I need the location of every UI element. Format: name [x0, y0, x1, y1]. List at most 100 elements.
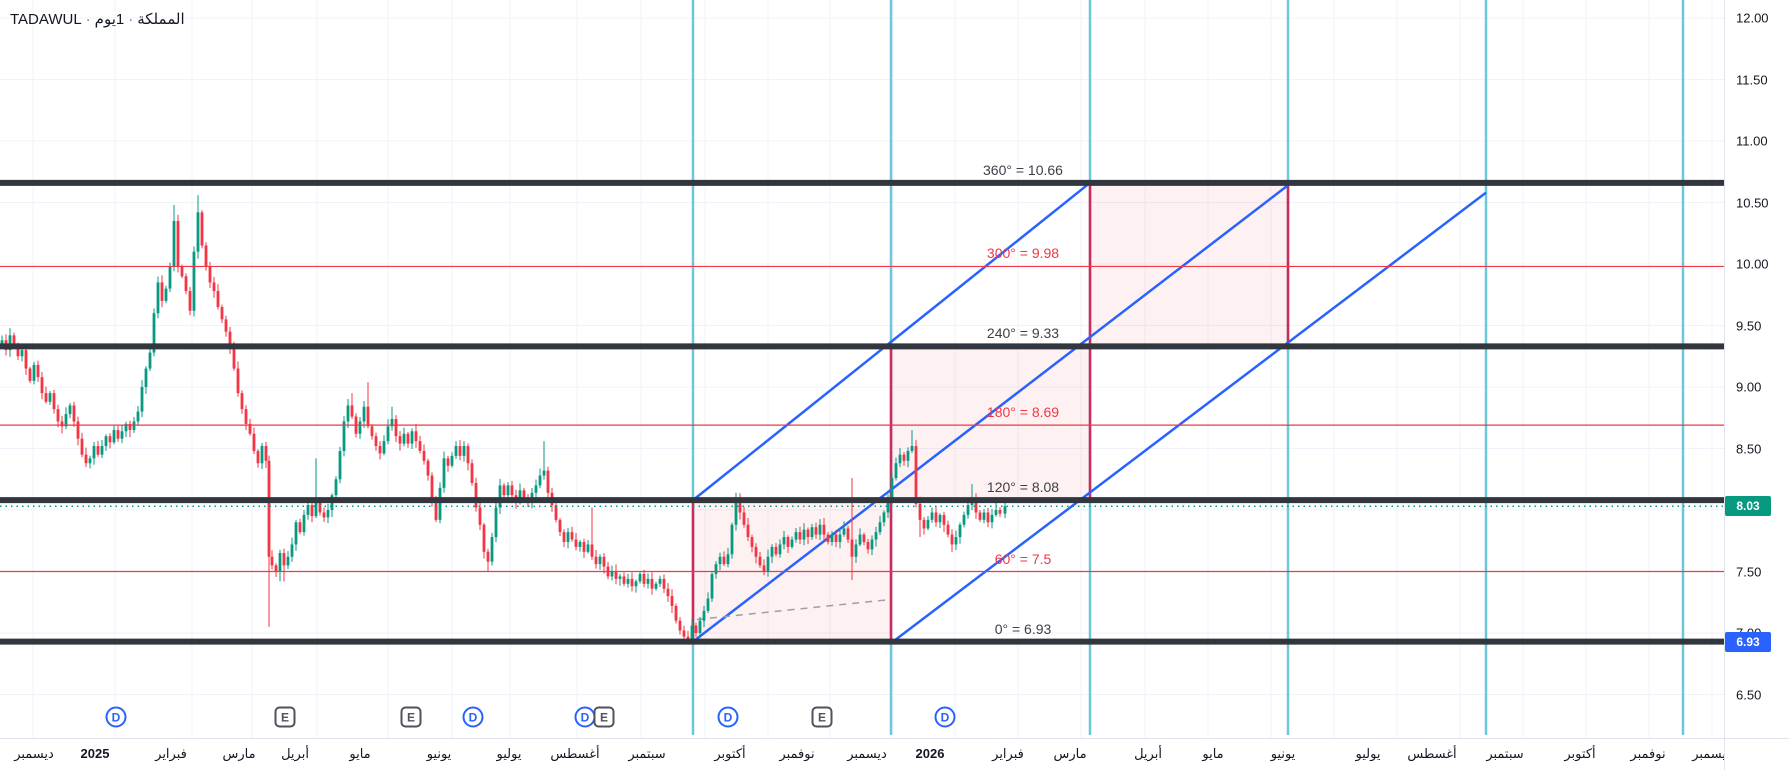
- candle-body: [362, 406, 366, 422]
- candle-body: [850, 539, 854, 557]
- dashed-trendline[interactable]: [696, 599, 889, 621]
- candle-body: [818, 524, 822, 535]
- candle-body: [128, 423, 132, 431]
- candle-body: [112, 430, 116, 443]
- candle-body: [666, 588, 670, 597]
- candle-body: [466, 446, 470, 464]
- candle-body: [430, 475, 434, 501]
- candle-body: [758, 556, 762, 566]
- candle-body: [204, 245, 208, 267]
- title-separator-2: ·: [128, 11, 134, 28]
- candle-body: [790, 539, 794, 547]
- gann-ray[interactable]: [892, 191, 1487, 643]
- candle-body: [144, 368, 148, 387]
- time-axis-label: ديسمبر: [14, 746, 54, 761]
- candle-body: [942, 514, 946, 525]
- time-axis-label: مايو: [349, 746, 371, 761]
- candle-body: [446, 458, 450, 466]
- candle-body: [642, 573, 646, 584]
- candle-body: [108, 436, 112, 443]
- earnings-badge[interactable]: E: [400, 706, 422, 728]
- time-axis-label: مايو: [1202, 746, 1224, 761]
- axis-corner: [1724, 738, 1789, 770]
- candle-body: [918, 503, 922, 520]
- candle-body: [228, 331, 232, 348]
- time-axis-label: نوفمبر: [779, 746, 815, 761]
- dividend-badge[interactable]: D: [105, 706, 127, 728]
- candle-body: [240, 393, 244, 410]
- earnings-badge[interactable]: E: [593, 706, 615, 728]
- gann-level-label: 60° = 7.5: [994, 550, 1052, 567]
- candle-body: [886, 497, 890, 513]
- candle-body: [152, 313, 156, 353]
- gann-ray[interactable]: [692, 184, 1289, 643]
- plot-area[interactable]: 360° = 10.66 300° = 9.98 240° = 9.33 180° =…: [0, 0, 1724, 738]
- candle-body: [286, 556, 290, 566]
- time-axis-label: 2025: [80, 746, 110, 761]
- candle-body: [762, 565, 766, 572]
- chart-canvas[interactable]: [0, 0, 1724, 738]
- candle-body: [80, 438, 84, 455]
- dividend-badge[interactable]: D: [934, 706, 956, 728]
- candle-body: [634, 581, 638, 587]
- gann-box[interactable]: [889, 345, 1092, 502]
- time-axis[interactable]: ديسمبر 2025 فبراير مارس أبريل مايو يونيو يوليو أ…: [0, 738, 1724, 770]
- candle-body: [482, 524, 486, 552]
- gann-ray[interactable]: [692, 181, 1091, 502]
- candle-body: [574, 539, 578, 547]
- time-axis-label: مارس: [222, 746, 256, 761]
- candle-body: [802, 529, 806, 540]
- candle-body: [32, 364, 36, 381]
- candle-body: [116, 430, 120, 439]
- candle-body: [216, 291, 220, 308]
- candle-body: [770, 546, 774, 557]
- candle-body: [390, 418, 394, 427]
- candle-body: [610, 571, 614, 577]
- candle-body: [140, 387, 144, 412]
- candle-body: [630, 578, 634, 587]
- candle-body: [44, 393, 48, 402]
- symbol-name: المملكة: [137, 11, 185, 28]
- dividend-badge[interactable]: D: [462, 706, 484, 728]
- earnings-badge[interactable]: E: [811, 706, 833, 728]
- candle-body: [338, 450, 342, 480]
- earnings-badge[interactable]: E: [274, 706, 296, 728]
- candle-body: [422, 450, 426, 461]
- price-tag: 6.93: [1725, 631, 1771, 652]
- candle-body: [858, 534, 862, 545]
- candle-body: [710, 573, 714, 599]
- candle-body: [282, 553, 286, 566]
- candle-body: [478, 507, 482, 525]
- candle-body: [506, 485, 510, 496]
- candle-body: [598, 556, 602, 565]
- dividend-badge[interactable]: D: [717, 706, 739, 728]
- candle-body: [706, 598, 710, 611]
- price-axis[interactable]: 12.00 11.50 11.00 10.50 10.00 9.50 9.00 8.50 7.5…: [1724, 0, 1789, 738]
- candle-body: [870, 539, 874, 550]
- candle-body: [84, 454, 88, 464]
- candle-body: [538, 475, 542, 486]
- candle-body: [378, 446, 382, 454]
- time-axis-label: أبريل: [281, 746, 309, 761]
- dividend-badge[interactable]: D: [574, 706, 596, 728]
- candle-body: [690, 625, 694, 640]
- candle-body: [350, 405, 354, 417]
- candle-body: [778, 544, 782, 555]
- candle-body: [714, 564, 718, 574]
- symbol-title[interactable]: TADAWUL · المملكة·1يوم: [10, 10, 185, 28]
- candle-body: [998, 510, 1002, 514]
- candle-body: [426, 460, 430, 476]
- candle-body: [176, 220, 180, 267]
- candle-body: [498, 485, 502, 508]
- time-axis-label: ديسمبر: [1692, 746, 1724, 761]
- candle-body: [48, 393, 52, 402]
- price-axis-tick: 10.00: [1736, 256, 1769, 272]
- candle-body: [188, 291, 192, 311]
- candle-body: [938, 514, 942, 523]
- gann-box[interactable]: [691, 498, 893, 643]
- candle-body: [814, 527, 818, 535]
- candle-body: [120, 431, 124, 439]
- candle-body: [76, 421, 80, 439]
- candle-body: [842, 528, 846, 535]
- candle-body: [310, 505, 314, 517]
